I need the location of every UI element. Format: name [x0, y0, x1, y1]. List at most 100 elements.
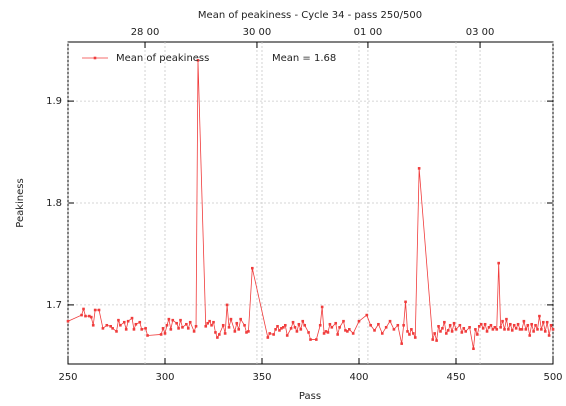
marker [330, 326, 334, 329]
marker [165, 323, 169, 327]
marker [412, 332, 415, 335]
x2-tick-label: 01 00 [354, 27, 383, 38]
marker [268, 332, 272, 335]
marker [216, 336, 219, 339]
marker [181, 326, 184, 329]
marker [326, 331, 330, 334]
marker [88, 314, 91, 318]
marker [204, 324, 208, 328]
marker [373, 329, 376, 332]
marker [221, 323, 225, 327]
x-tick-label: 300 [155, 372, 174, 383]
marker [384, 326, 388, 329]
marker [301, 319, 305, 323]
marker [551, 328, 555, 331]
marker [532, 330, 535, 333]
marker [122, 320, 126, 324]
marker [109, 324, 112, 328]
marker [175, 321, 178, 325]
marker [283, 323, 287, 327]
x-axis-label: Pass [299, 391, 321, 402]
x-tick-label: 450 [446, 372, 465, 383]
marker [171, 318, 175, 322]
marker [186, 327, 190, 330]
marker [233, 330, 237, 333]
marker [299, 328, 303, 331]
marker [549, 323, 553, 327]
marker [82, 307, 85, 311]
marker [309, 338, 312, 341]
marker [315, 338, 318, 341]
marker [524, 328, 528, 331]
marker [505, 317, 508, 321]
marker [441, 327, 444, 330]
marker [346, 330, 349, 333]
marker [229, 317, 233, 321]
marker [194, 324, 198, 328]
marker [280, 327, 283, 330]
marker [338, 326, 341, 329]
marker [318, 323, 322, 327]
marker [89, 315, 93, 319]
marker [514, 327, 518, 330]
marker [105, 323, 109, 327]
marker [472, 347, 475, 351]
marker [520, 328, 524, 331]
y-axis-label: Peakiness [15, 178, 26, 227]
marker [289, 327, 293, 330]
marker [501, 319, 504, 323]
marker [377, 322, 380, 326]
chart-title: Mean of peakiness - Cycle 34 - pass 250/… [198, 10, 422, 21]
marker [431, 338, 435, 341]
marker [402, 323, 405, 327]
marker [458, 323, 462, 327]
marker [297, 322, 301, 326]
marker [443, 320, 446, 324]
marker [245, 331, 248, 334]
marker [282, 326, 285, 329]
marker [348, 328, 351, 331]
marker [278, 329, 281, 332]
marker [266, 336, 270, 339]
marker [493, 326, 497, 329]
marker [446, 329, 450, 332]
marker [396, 323, 400, 327]
marker [124, 328, 128, 331]
marker [134, 322, 138, 326]
marker [192, 330, 196, 333]
marker [388, 319, 392, 323]
marker [454, 328, 458, 331]
x-tick-label: 350 [252, 372, 271, 383]
marker [526, 323, 530, 327]
marker [243, 323, 246, 327]
marker [512, 323, 516, 327]
marker [188, 320, 192, 324]
marker [225, 303, 229, 307]
marker [410, 328, 413, 331]
marker [485, 330, 489, 333]
marker [417, 167, 421, 170]
legend-marker [93, 56, 97, 60]
marker [161, 327, 165, 330]
marker [138, 320, 142, 324]
marker [491, 328, 495, 331]
marker [445, 332, 448, 335]
marker [439, 330, 442, 333]
marker [499, 326, 502, 329]
marker [328, 322, 332, 326]
marker [433, 332, 436, 335]
marker [144, 327, 147, 330]
marker [487, 326, 491, 329]
marker [400, 342, 403, 345]
marker [322, 332, 326, 335]
marker [214, 331, 217, 334]
marker [344, 329, 347, 332]
marker [510, 329, 514, 332]
marker [380, 332, 384, 335]
marker [274, 328, 277, 331]
marker [196, 59, 200, 62]
marker [80, 313, 83, 317]
marker [177, 327, 180, 330]
marker [464, 330, 467, 333]
